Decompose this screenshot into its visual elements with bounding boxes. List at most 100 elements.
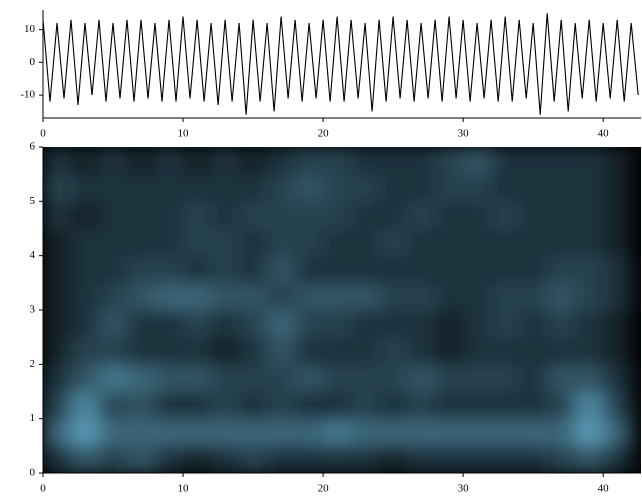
y-tick-label: 0	[30, 467, 36, 479]
y-tick-label: 2	[30, 358, 36, 370]
heatmap-cell	[407, 201, 436, 229]
heatmap-cell	[155, 391, 184, 420]
heatmap-cell	[575, 310, 604, 338]
heatmap-cell	[155, 418, 184, 447]
heatmap-cell	[71, 147, 100, 175]
heatmap-cell	[155, 310, 184, 338]
heatmap-cell	[43, 310, 72, 338]
heatmap-cell	[407, 147, 436, 175]
heatmap-cell	[491, 391, 520, 420]
heatmap-cell	[407, 228, 436, 257]
heatmap-cell	[519, 418, 548, 447]
heatmap-cell	[491, 228, 520, 257]
heatmap-cell	[435, 310, 464, 338]
heatmap-cell	[603, 174, 632, 202]
heatmap-cell	[127, 201, 156, 229]
heatmap-cell	[71, 337, 100, 365]
heatmap-cell	[407, 282, 436, 311]
heatmap-cell	[267, 310, 296, 338]
heatmap-cell	[351, 255, 380, 284]
heatmap-cell	[379, 174, 408, 202]
heatmap-cell	[519, 391, 548, 420]
heatmap-cell	[547, 228, 576, 257]
heatmap-cell	[295, 364, 324, 392]
heatmap-cell	[155, 201, 184, 229]
heatmap-cell	[183, 174, 212, 202]
heatmap-cell	[351, 445, 380, 473]
heatmap-cell	[435, 364, 464, 392]
heatmap-cell	[603, 445, 632, 473]
heatmap-cell	[547, 364, 576, 392]
heatmap-cell	[435, 445, 464, 473]
heatmap-cell	[99, 310, 128, 338]
heatmap-cell	[239, 445, 268, 473]
heatmap-cell	[547, 174, 576, 202]
heatmap-cell	[323, 201, 352, 229]
heatmap-cell	[43, 282, 72, 311]
heatmap-cell	[435, 174, 464, 202]
heatmap-cell	[519, 201, 548, 229]
heatmap-cell	[491, 364, 520, 392]
heatmap-cell	[267, 228, 296, 257]
heatmap-cell	[519, 364, 548, 392]
heatmap-cell	[435, 391, 464, 420]
heatmap-cell	[267, 445, 296, 473]
heatmap-cell	[519, 445, 548, 473]
heatmap-cell	[463, 255, 492, 284]
heatmap-cell	[295, 174, 324, 202]
heatmap-cell	[379, 337, 408, 365]
heatmap-cell	[183, 391, 212, 420]
heatmap-cell	[211, 337, 240, 365]
heatmap-cell	[71, 174, 100, 202]
heatmap-cell	[603, 391, 632, 420]
heatmap-cell	[127, 310, 156, 338]
heatmap-cell	[211, 364, 240, 392]
heatmap-cell	[127, 445, 156, 473]
heatmap-cell	[239, 255, 268, 284]
heatmap-cell	[211, 228, 240, 257]
heatmap-cell	[155, 364, 184, 392]
heatmap-cell	[99, 228, 128, 257]
y-tick-label: 4	[30, 249, 36, 261]
x-tick-label: 10	[178, 483, 190, 495]
heatmap-cell	[71, 418, 100, 447]
heatmap-cell	[463, 445, 492, 473]
heatmap-cell	[43, 391, 72, 420]
heatmap-cell	[603, 418, 632, 447]
heatmap-cell	[155, 282, 184, 311]
heatmap-cell	[407, 255, 436, 284]
heatmap-cell	[379, 364, 408, 392]
heatmap-cell	[379, 418, 408, 447]
heatmap-cell	[407, 445, 436, 473]
heatmap-cell	[323, 337, 352, 365]
heatmap-cell	[239, 337, 268, 365]
x-tick-label: 20	[318, 483, 330, 495]
heatmap-cell	[519, 337, 548, 365]
heatmap-cell	[491, 337, 520, 365]
heatmap-cell	[295, 391, 324, 420]
heatmap-cell	[435, 147, 464, 175]
y-tick-label: 0	[30, 56, 36, 68]
heatmap-cell	[155, 174, 184, 202]
heatmap-cell	[99, 391, 128, 420]
heatmap-cell	[239, 228, 268, 257]
line	[42, 13, 639, 115]
heatmap-cell	[71, 282, 100, 311]
heatmap-cell	[183, 364, 212, 392]
heatmap-cell	[267, 337, 296, 365]
heatmap-cell	[239, 310, 268, 338]
heatmap-cell	[379, 310, 408, 338]
heatmap-cell	[463, 337, 492, 365]
heatmap-cell	[183, 201, 212, 229]
heatmap-cell	[547, 418, 576, 447]
x-tick-label: 0	[40, 128, 46, 140]
heatmap-cell	[351, 310, 380, 338]
heatmap-cell	[183, 282, 212, 311]
heatmap-cell	[575, 282, 604, 311]
heatmap-cell	[547, 147, 576, 175]
x-tick-label: 0	[40, 483, 46, 495]
heatmap-cell	[323, 228, 352, 257]
heatmap-cell	[43, 337, 72, 365]
heatmap-cell	[127, 337, 156, 365]
heatmap-cell	[127, 391, 156, 420]
